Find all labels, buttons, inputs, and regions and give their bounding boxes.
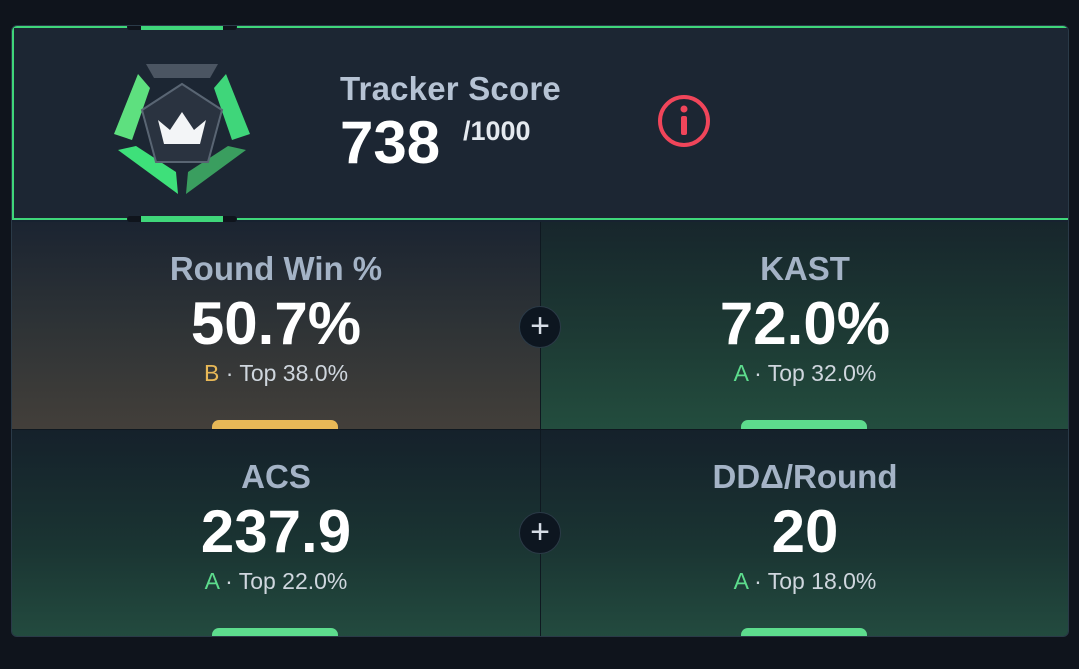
crown-shield-icon — [114, 64, 250, 194]
grade-badge: A — [733, 360, 748, 386]
score-value: 738 — [340, 109, 441, 176]
stat-rank: A · Top 32.0% — [541, 360, 1068, 387]
stat-label: Round Win % — [169, 250, 383, 287]
stat-label: KAST — [760, 250, 850, 287]
stat-value: 72.0% — [719, 290, 891, 357]
grade-badge: A — [204, 568, 219, 594]
tracker-score-panel: Tracker Score 738 /1000 — [12, 26, 1068, 222]
grade-bar — [212, 628, 338, 636]
stat-round-win: Round Win % 50.7% B · Top 38.0% — [12, 222, 540, 430]
score-label: Tracker Score — [340, 70, 561, 107]
stat-kast: KAST 72.0% A · Top 32.0% — [541, 222, 1068, 430]
stat-acs: ACS 237.9 A · Top 22.0% — [12, 430, 540, 636]
grid-divider-horizontal — [12, 429, 1068, 430]
grade-badge: A — [733, 568, 748, 594]
grade-bar — [741, 628, 867, 636]
stat-value: 20 — [771, 498, 839, 565]
header-notch-top — [127, 26, 237, 30]
info-circle-icon[interactable] — [657, 94, 711, 148]
rank-text: · Top 18.0% — [754, 568, 877, 594]
stat-rank: A · Top 22.0% — [12, 568, 540, 595]
stat-rank: A · Top 18.0% — [541, 568, 1068, 595]
stat-label: DDΔ/Round — [712, 458, 898, 495]
grade-bar — [741, 420, 867, 430]
plus-icon[interactable]: + — [519, 512, 561, 554]
rank-text: · Top 38.0% — [225, 360, 349, 386]
plus-icon[interactable]: + — [519, 306, 561, 348]
grade-badge: B — [203, 360, 220, 386]
score-max: /1000 — [463, 116, 531, 146]
rank-text: · Top 32.0% — [754, 360, 877, 386]
stat-value: 237.9 — [200, 498, 352, 565]
header-notch-bottom — [127, 216, 237, 222]
stat-value: 50.7% — [190, 290, 362, 357]
stat-rank: B · Top 38.0% — [12, 360, 540, 387]
grade-bar — [212, 420, 338, 430]
tracker-card: Tracker Score 738 /1000 Round Win % 50.7… — [11, 25, 1069, 637]
rank-text: · Top 22.0% — [225, 568, 348, 594]
stat-label: ACS — [241, 458, 311, 495]
stat-dd-delta: DDΔ/Round 20 A · Top 18.0% — [541, 430, 1068, 636]
